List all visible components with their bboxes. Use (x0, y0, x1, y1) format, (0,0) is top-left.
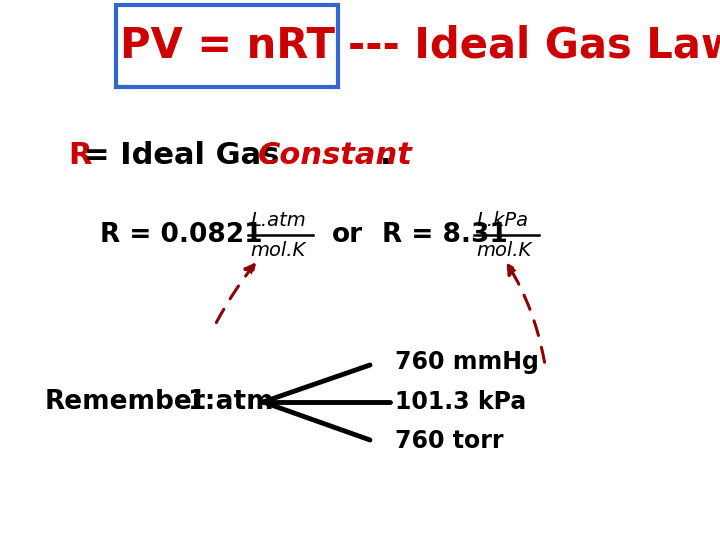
Text: 1 atm: 1 atm (188, 389, 274, 415)
Text: mol.K: mol.K (250, 240, 305, 260)
Text: PV = nRT: PV = nRT (120, 25, 335, 67)
Text: 760 mmHg: 760 mmHg (395, 350, 539, 374)
Text: = Ideal Gas: = Ideal Gas (84, 140, 290, 170)
Text: R: R (68, 140, 91, 170)
Text: 101.3 kPa: 101.3 kPa (395, 390, 526, 414)
FancyBboxPatch shape (116, 5, 338, 87)
Text: R = 0.0821: R = 0.0821 (100, 222, 263, 248)
Text: .: . (380, 140, 392, 170)
Text: R = 8.31: R = 8.31 (382, 222, 508, 248)
Text: Constant: Constant (258, 140, 413, 170)
Text: L.kPa: L.kPa (476, 212, 528, 231)
Text: L.atm: L.atm (250, 212, 306, 231)
Text: Remember:: Remember: (45, 389, 217, 415)
Text: mol.K: mol.K (476, 240, 531, 260)
Text: 760 torr: 760 torr (395, 429, 503, 453)
Text: or: or (332, 222, 363, 248)
Text: --- Ideal Gas Law.: --- Ideal Gas Law. (348, 25, 720, 67)
